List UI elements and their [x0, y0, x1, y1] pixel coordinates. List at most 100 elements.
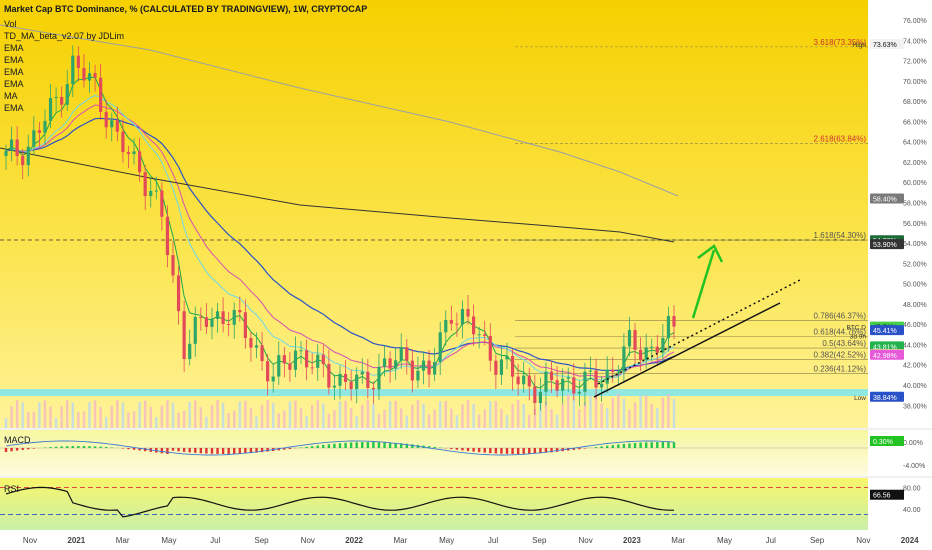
- volume-bar: [567, 394, 570, 428]
- candle-body: [149, 190, 153, 197]
- candle-body: [132, 151, 136, 155]
- candle-body: [616, 371, 620, 373]
- macd-hist-bar: [583, 448, 587, 449]
- macd-hist-bar: [316, 445, 319, 448]
- macd-hist-bar: [10, 448, 13, 452]
- candle-body: [243, 312, 247, 339]
- volume-bar: [333, 410, 336, 428]
- volume-bar: [27, 411, 30, 428]
- y-tick-label: 74.00%: [903, 38, 927, 45]
- time-axis-bg: [0, 530, 932, 550]
- volume-bar: [294, 400, 297, 428]
- candle-body: [639, 349, 643, 361]
- candle-body: [433, 362, 437, 375]
- macd-hist-bar: [310, 446, 314, 448]
- macd-hist-bar: [210, 448, 214, 454]
- volume-bar: [327, 413, 331, 428]
- volume-bar: [377, 414, 381, 428]
- candle-body: [655, 346, 659, 353]
- candle-body: [483, 334, 487, 336]
- macd-hist-bar: [32, 448, 36, 449]
- candle-body: [427, 360, 431, 375]
- candle-body: [154, 190, 158, 192]
- volume-bar: [656, 408, 659, 428]
- y-tick-label: 66.00%: [903, 119, 927, 126]
- macd-hist-bar: [483, 448, 486, 453]
- volume-bar: [127, 412, 130, 428]
- y-tick-label: 54.00%: [903, 241, 927, 248]
- candle-body: [227, 324, 231, 326]
- volume-bar: [349, 408, 353, 428]
- candle-body: [299, 350, 303, 352]
- volume-bar: [194, 400, 197, 428]
- candle-body: [588, 370, 593, 372]
- x-tick-label: 2022: [345, 536, 363, 545]
- volume-bar: [149, 407, 152, 428]
- macd-hist-bar: [66, 446, 69, 448]
- volume-bar: [283, 410, 286, 428]
- volume-bar: [494, 401, 498, 428]
- candle-body: [538, 391, 542, 403]
- macd-hist-bar: [400, 443, 403, 448]
- y-tick-label: 62.00%: [903, 160, 927, 167]
- volume-bar: [255, 416, 258, 428]
- y-tick-label: 42.00%: [903, 363, 927, 370]
- volume-bar: [299, 407, 303, 428]
- macd-hist-bar: [238, 448, 241, 454]
- macd-hist-bar: [121, 448, 125, 449]
- volume-bar: [639, 394, 642, 428]
- macd-hist-bar: [533, 448, 537, 454]
- candle-body: [371, 387, 375, 390]
- volume-bar: [600, 403, 603, 428]
- candle-body: [4, 150, 8, 156]
- y-tick-label: 52.00%: [903, 261, 927, 268]
- candle-body: [505, 356, 509, 360]
- rsi-tick-label: 40.00: [903, 507, 921, 514]
- volume-bar: [394, 400, 397, 428]
- volume-bar: [522, 404, 525, 428]
- support-zone: [0, 389, 868, 397]
- candle-body: [661, 338, 665, 353]
- candle-body: [60, 96, 64, 105]
- candle-body: [21, 156, 25, 166]
- macd-hist-bar: [171, 448, 175, 451]
- volume-bar: [672, 398, 676, 428]
- macd-hist-bar: [644, 442, 648, 448]
- fib-level-label: 0.786(46.37%): [814, 311, 867, 320]
- price-label-box: [870, 341, 904, 352]
- candle-body: [360, 371, 364, 375]
- candle-body: [583, 371, 587, 392]
- candle-body: [438, 332, 442, 363]
- volume-bar: [177, 412, 180, 428]
- macd-hist-bar: [227, 448, 230, 454]
- macd-hist-bar: [489, 448, 492, 454]
- macd-tick-label: -4.00%: [903, 463, 925, 470]
- volume-bar: [88, 402, 91, 428]
- candle-body: [165, 216, 170, 256]
- macd-hist-bar: [49, 447, 52, 448]
- macd-hist-bar: [377, 442, 381, 448]
- macd-pane-bg: [0, 430, 868, 476]
- price-label: 43.81%: [870, 341, 904, 352]
- volume-bar: [505, 414, 509, 428]
- y-tick-label: 48.00%: [903, 302, 927, 309]
- volume-bar: [444, 400, 447, 428]
- x-tick-label: 2023: [623, 536, 641, 545]
- candle-body: [210, 318, 214, 327]
- volume-bar: [561, 404, 564, 428]
- x-tick-label: Nov: [856, 536, 870, 545]
- volume-bar: [411, 404, 414, 428]
- candle-body: [288, 363, 292, 370]
- volume-bar: [15, 400, 19, 428]
- macd-hist-bar: [427, 446, 431, 448]
- indicator-label: Vol: [4, 19, 17, 29]
- volume-bar: [483, 409, 486, 428]
- macd-hist-bar: [160, 448, 164, 454]
- volume-bar: [160, 405, 164, 428]
- x-tick-label: Jul: [766, 536, 776, 545]
- volume-bar: [606, 408, 609, 428]
- candle-body: [605, 369, 609, 384]
- candle-body: [343, 373, 348, 382]
- candle-body: [366, 371, 370, 388]
- candle-body: [305, 350, 309, 368]
